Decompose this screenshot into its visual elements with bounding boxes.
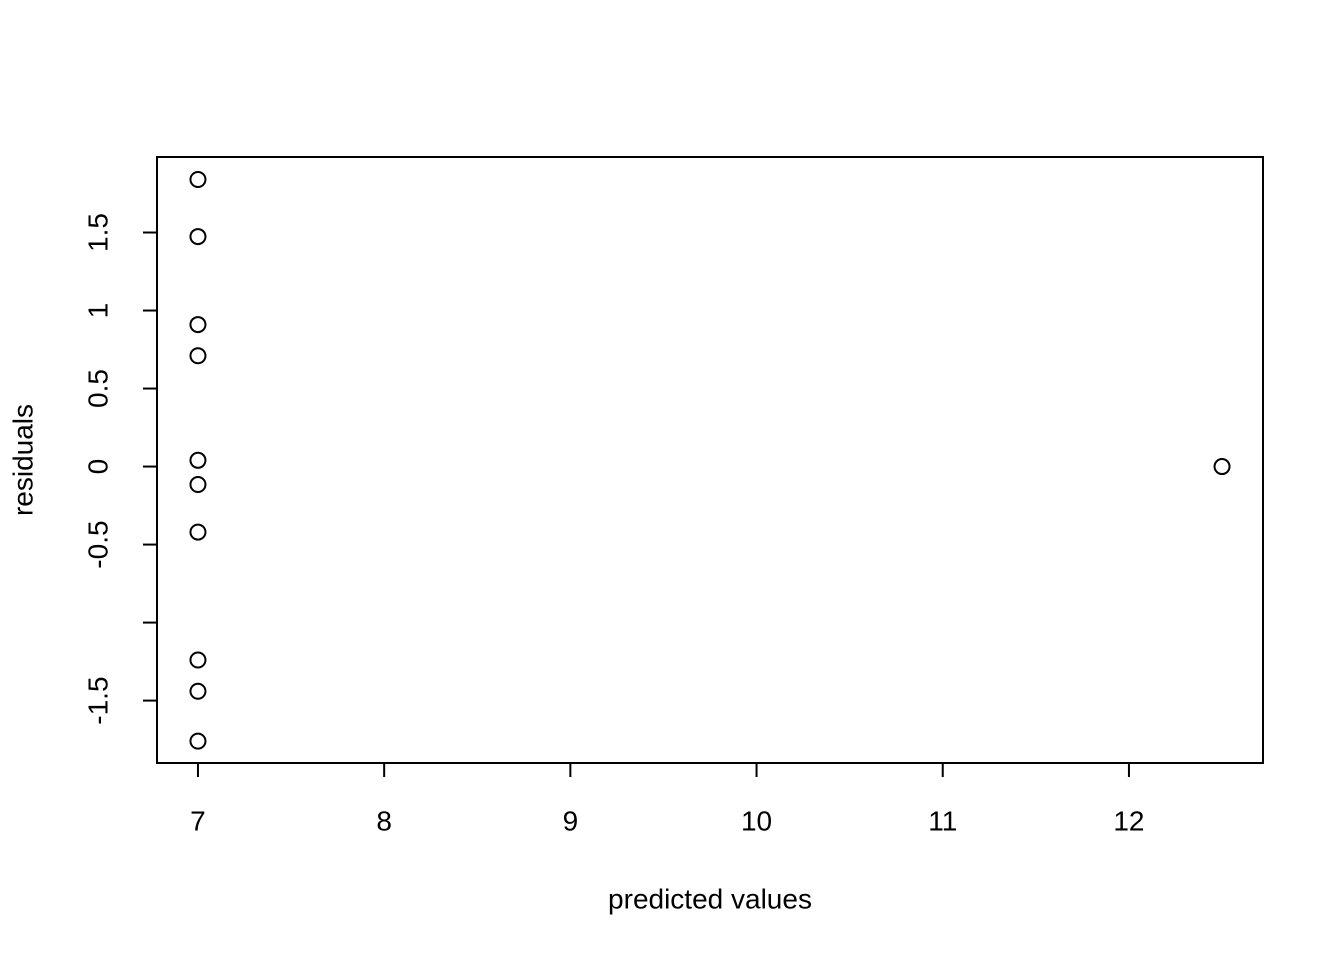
point (1213, 458, 1231, 476)
plot-frame (156, 156, 1264, 764)
y-tick-label: 0.5 (82, 369, 113, 408)
point (189, 170, 207, 188)
x-axis-label: predicted values (608, 883, 812, 914)
point (189, 682, 207, 700)
y-tick-label: 0 (82, 459, 113, 475)
x-tick-label: 10 (741, 805, 772, 836)
y-tick-label: -1.5 (82, 676, 113, 724)
x-tick-label: 11 (928, 805, 957, 836)
point (189, 316, 207, 334)
point (189, 523, 207, 541)
y-axis-label: residuals (7, 404, 38, 516)
point (189, 347, 207, 365)
x-tick-label: 12 (1113, 805, 1144, 836)
y-tick-label: 1.5 (82, 213, 113, 252)
point (189, 228, 207, 246)
x-tick-label: 7 (190, 805, 206, 836)
point (189, 451, 207, 469)
point (189, 732, 207, 750)
y-tick-label: 1 (82, 303, 113, 319)
point (189, 475, 207, 493)
x-tick-label: 8 (376, 805, 392, 836)
x-tick-label: 9 (563, 805, 579, 836)
point (189, 651, 207, 669)
y-tick-label: -0.5 (82, 520, 113, 568)
